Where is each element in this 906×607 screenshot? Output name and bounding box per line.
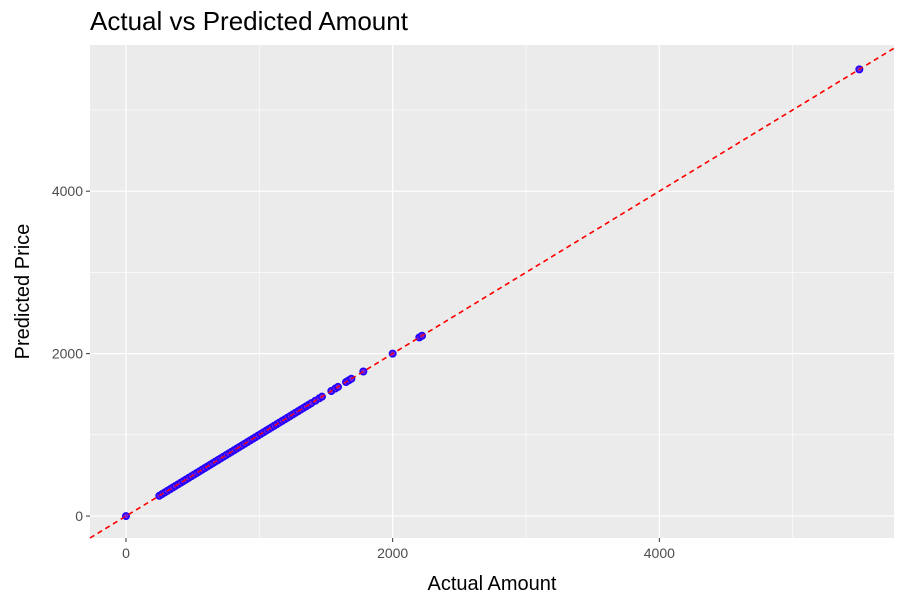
data-points	[89, 47, 895, 539]
y-tick-label: 0	[75, 508, 83, 524]
x-tick-label: 4000	[644, 545, 675, 561]
major-gridlines	[90, 45, 894, 538]
minor-gridlines	[90, 45, 894, 538]
y-tick-label: 2000	[52, 346, 83, 362]
y-axis-ticks: 0 2000 4000	[52, 183, 90, 524]
x-tick-label: 2000	[377, 545, 408, 561]
x-axis-title: Actual Amount	[428, 573, 557, 595]
y-axis-title: Predicted Price	[12, 224, 34, 360]
y-tick-label: 4000	[52, 183, 83, 199]
identity-reference-overlay	[89, 47, 895, 539]
data-point	[122, 512, 131, 521]
chart-title: Actual vs Predicted Amount	[90, 6, 408, 36]
x-axis-ticks: 0 2000 4000	[122, 538, 675, 561]
x-tick-label: 0	[122, 545, 130, 561]
data-point	[359, 367, 368, 376]
